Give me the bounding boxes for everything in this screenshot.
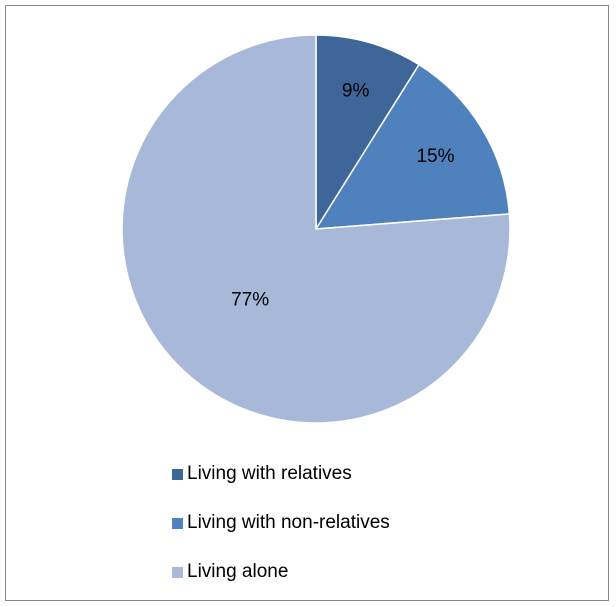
pie-slice-living-alone xyxy=(121,34,511,424)
data-label-living-alone: 77% xyxy=(231,290,269,311)
legend-swatch-living-alone xyxy=(172,566,183,578)
legend-label-living-with-relatives: Living with relatives xyxy=(187,463,352,484)
legend-item-living-with-relatives: Living with relatives xyxy=(172,460,492,488)
pie-slice-living-with-non-relatives xyxy=(314,63,511,230)
legend-swatch-living-with-non-relatives xyxy=(172,517,183,529)
pie-slice-living-with-relatives xyxy=(315,34,421,232)
pie-data-labels: 9% 15% 77% xyxy=(231,81,454,311)
legend-item-living-with-non-relatives: Living with non-relatives xyxy=(172,509,492,537)
legend-item-living-alone: Living alone xyxy=(172,558,492,586)
legend-label-living-alone: Living alone xyxy=(187,561,289,582)
data-label-living-with-relatives: 9% xyxy=(342,81,370,102)
data-label-living-with-non-relatives: 15% xyxy=(416,146,454,167)
pie-chart: 9% 15% 77% xyxy=(121,34,511,424)
legend: Living with relatives Living with non-re… xyxy=(172,460,492,607)
legend-swatch-living-with-relatives xyxy=(172,468,183,480)
legend-label-living-with-non-relatives: Living with non-relatives xyxy=(187,512,390,533)
pie-slices xyxy=(121,34,511,424)
